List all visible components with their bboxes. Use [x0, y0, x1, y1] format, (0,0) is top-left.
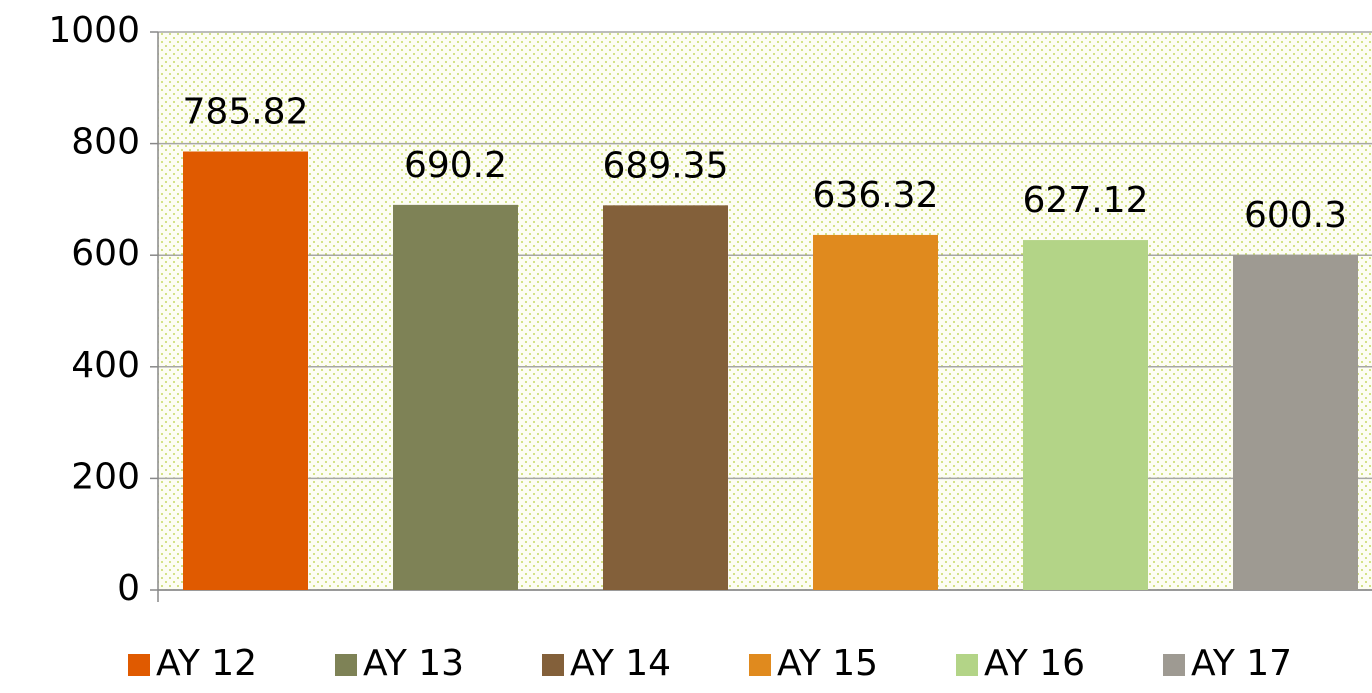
y-tick-label: 800	[71, 122, 140, 163]
legend-swatch	[542, 654, 564, 676]
y-tick-label: 0	[117, 568, 140, 609]
data-label: 690.2	[404, 145, 507, 186]
data-label: 600.3	[1244, 195, 1347, 236]
data-label: 689.35	[603, 145, 729, 186]
data-label: 785.82	[183, 92, 309, 133]
bar	[813, 234, 938, 590]
y-tick-label: 400	[71, 345, 140, 386]
legend-swatch	[128, 654, 150, 676]
legend-label: AY 16	[984, 643, 1085, 684]
legend-label: AY 15	[777, 643, 878, 684]
y-tick-label: 1000	[48, 10, 140, 51]
legend-label: AY 12	[156, 643, 257, 684]
legend-swatch	[956, 654, 978, 676]
legend-label: AY 13	[363, 643, 464, 684]
bar	[393, 204, 518, 590]
bar	[603, 205, 728, 590]
legend-label: AY 14	[570, 643, 671, 684]
bar	[183, 151, 308, 590]
data-label: 627.12	[1023, 180, 1149, 221]
legend-swatch	[749, 654, 771, 676]
legend-label: AY 17	[1191, 643, 1292, 684]
legend-swatch	[335, 654, 357, 676]
y-tick-label: 200	[71, 456, 140, 497]
bar	[1233, 255, 1358, 590]
y-tick-label: 600	[71, 233, 140, 274]
bar	[1023, 240, 1148, 590]
legend-swatch	[1163, 654, 1185, 676]
data-label: 636.32	[813, 175, 939, 216]
plot-background	[158, 32, 1372, 590]
